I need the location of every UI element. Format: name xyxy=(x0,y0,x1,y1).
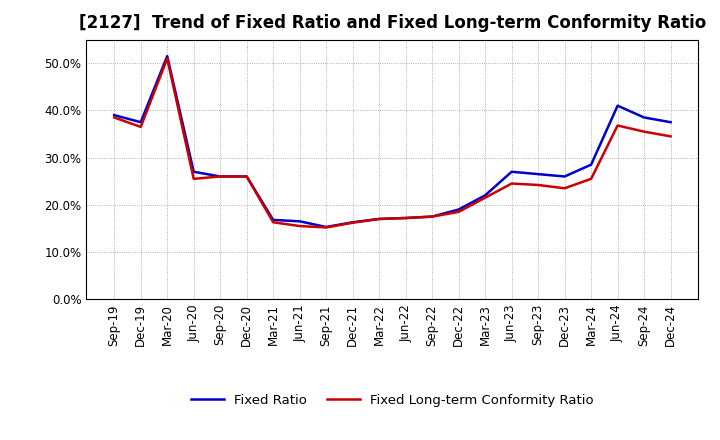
Fixed Ratio xyxy=(454,207,463,212)
Fixed Long-term Conformity Ratio xyxy=(666,134,675,139)
Fixed Ratio xyxy=(666,120,675,125)
Fixed Long-term Conformity Ratio xyxy=(136,124,145,129)
Fixed Long-term Conformity Ratio xyxy=(216,174,225,179)
Fixed Ratio xyxy=(163,54,171,59)
Fixed Ratio xyxy=(613,103,622,108)
Fixed Long-term Conformity Ratio xyxy=(189,176,198,181)
Fixed Ratio xyxy=(508,169,516,174)
Fixed Long-term Conformity Ratio xyxy=(401,215,410,220)
Line: Fixed Ratio: Fixed Ratio xyxy=(114,56,670,227)
Title: [2127]  Trend of Fixed Ratio and Fixed Long-term Conformity Ratio: [2127] Trend of Fixed Ratio and Fixed Lo… xyxy=(78,15,706,33)
Fixed Ratio xyxy=(560,174,569,179)
Fixed Long-term Conformity Ratio xyxy=(560,186,569,191)
Fixed Ratio xyxy=(136,120,145,125)
Fixed Ratio xyxy=(295,219,304,224)
Fixed Long-term Conformity Ratio xyxy=(163,56,171,61)
Legend: Fixed Ratio, Fixed Long-term Conformity Ratio: Fixed Ratio, Fixed Long-term Conformity … xyxy=(186,389,599,412)
Fixed Long-term Conformity Ratio xyxy=(481,195,490,200)
Fixed Ratio xyxy=(534,172,542,177)
Fixed Ratio xyxy=(348,220,357,225)
Fixed Long-term Conformity Ratio xyxy=(534,182,542,187)
Fixed Ratio xyxy=(428,214,436,219)
Line: Fixed Long-term Conformity Ratio: Fixed Long-term Conformity Ratio xyxy=(114,59,670,227)
Fixed Ratio xyxy=(322,224,330,230)
Fixed Long-term Conformity Ratio xyxy=(454,209,463,215)
Fixed Long-term Conformity Ratio xyxy=(375,216,384,222)
Fixed Long-term Conformity Ratio xyxy=(295,224,304,229)
Fixed Ratio xyxy=(587,162,595,167)
Fixed Ratio xyxy=(216,174,225,179)
Fixed Long-term Conformity Ratio xyxy=(587,176,595,181)
Fixed Ratio xyxy=(189,169,198,174)
Fixed Ratio xyxy=(481,193,490,198)
Fixed Ratio xyxy=(375,216,384,222)
Fixed Long-term Conformity Ratio xyxy=(508,181,516,186)
Fixed Long-term Conformity Ratio xyxy=(110,115,119,120)
Fixed Long-term Conformity Ratio xyxy=(613,123,622,128)
Fixed Ratio xyxy=(640,115,649,120)
Fixed Long-term Conformity Ratio xyxy=(269,220,277,225)
Fixed Long-term Conformity Ratio xyxy=(428,214,436,219)
Fixed Long-term Conformity Ratio xyxy=(348,220,357,225)
Fixed Ratio xyxy=(243,174,251,179)
Fixed Long-term Conformity Ratio xyxy=(322,225,330,230)
Fixed Ratio xyxy=(110,113,119,118)
Fixed Long-term Conformity Ratio xyxy=(243,174,251,179)
Fixed Ratio xyxy=(401,215,410,220)
Fixed Long-term Conformity Ratio xyxy=(640,129,649,134)
Fixed Ratio xyxy=(269,217,277,223)
